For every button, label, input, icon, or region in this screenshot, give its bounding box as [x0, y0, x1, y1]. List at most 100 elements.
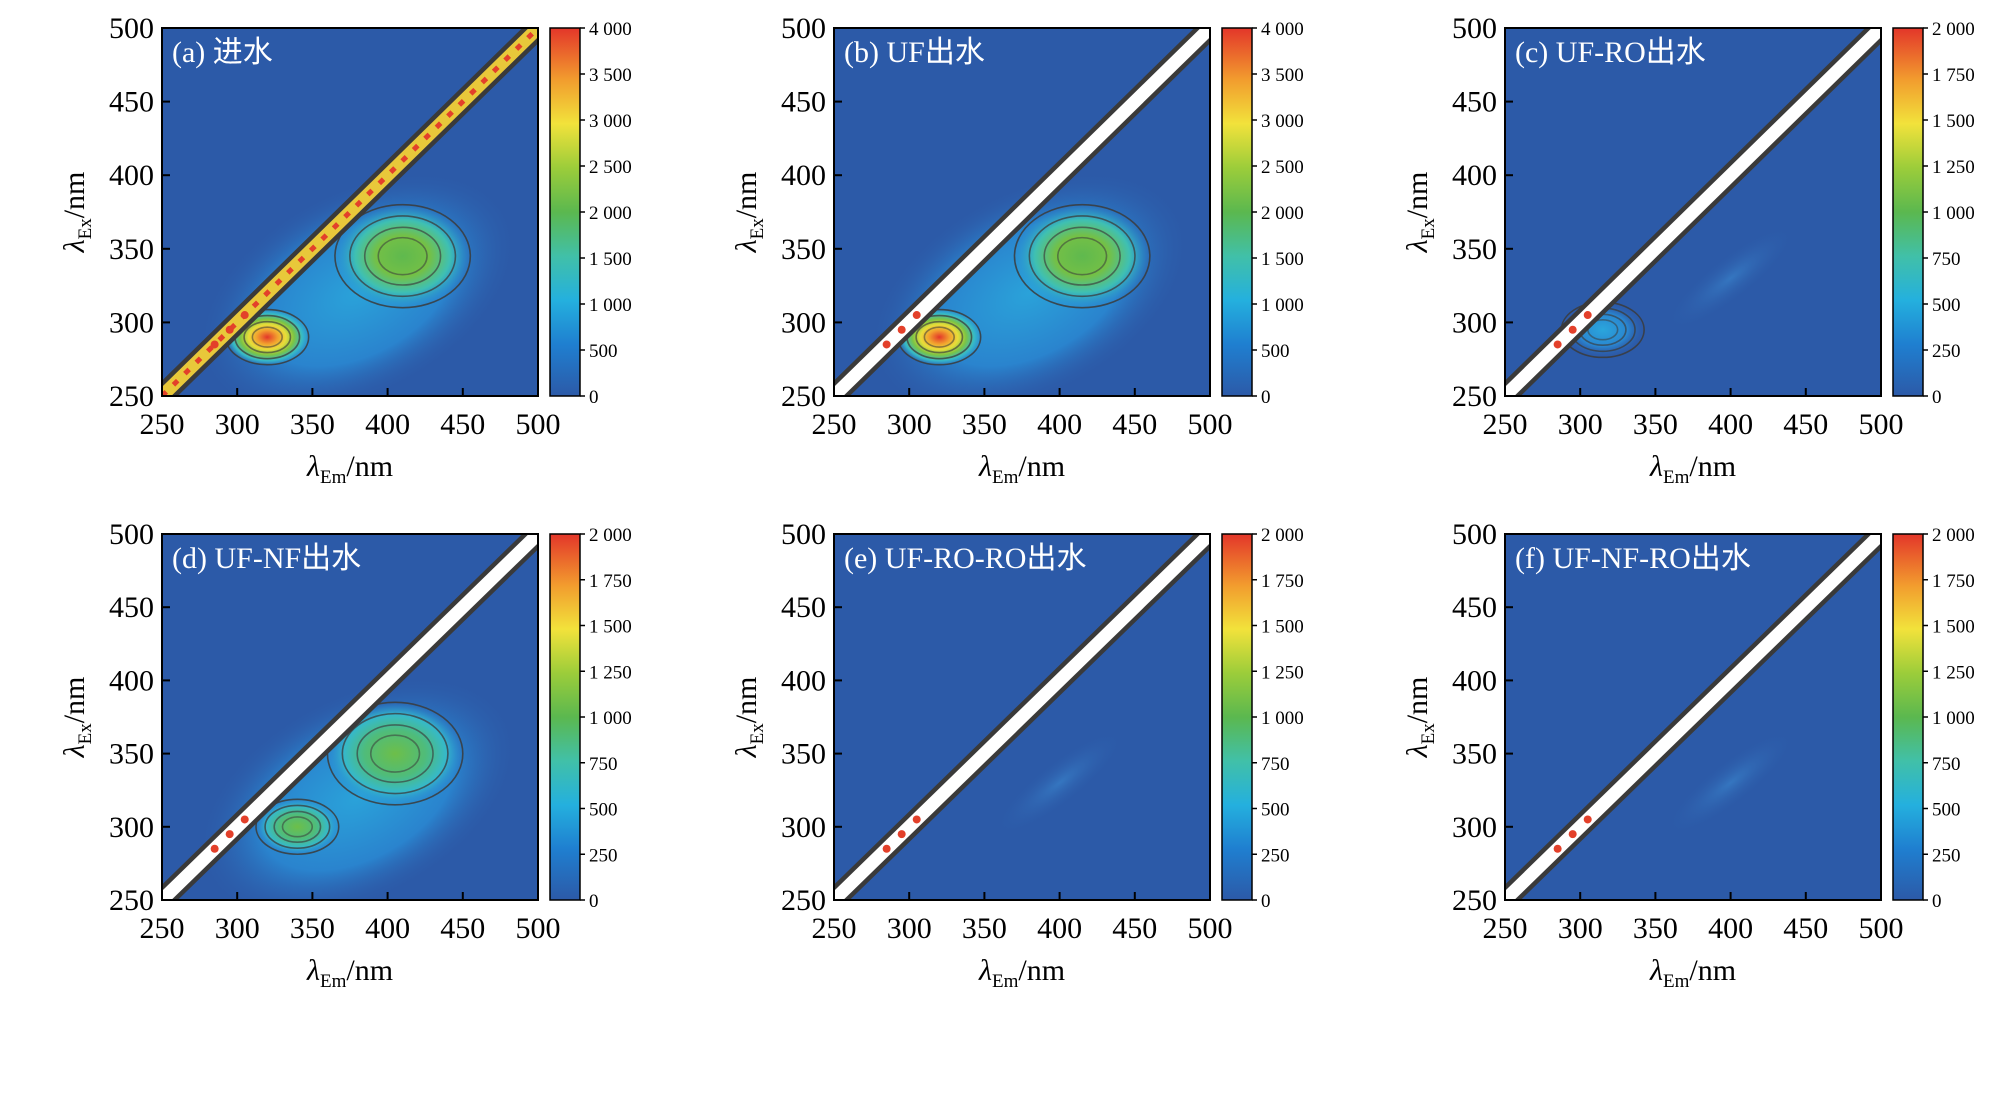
x-tick-label: 500	[1859, 912, 1904, 945]
colorbar-tick-label: 2 000	[1261, 203, 1304, 224]
y-tick-label: 500	[781, 12, 826, 45]
contour-line	[1013, 203, 1151, 309]
panel-title: (c) UF-RO出水	[1515, 36, 1706, 69]
y-tick-label: 450	[1452, 591, 1497, 624]
scatter-hotspot	[897, 325, 906, 334]
x-tick-label: 500	[1859, 408, 1904, 441]
colorbar-tick-label: 1 500	[589, 617, 632, 638]
peak-region	[334, 204, 471, 308]
colorbar	[1221, 27, 1253, 397]
y-tick-label: 300	[1452, 811, 1497, 844]
contour-line	[377, 236, 428, 276]
scatter-hotspot	[1553, 340, 1562, 349]
scatter-hotspot	[882, 844, 891, 853]
panel-title: (a) 进水	[172, 36, 273, 69]
x-tick-label: 500	[516, 912, 561, 945]
x-tick-label: 250	[140, 408, 185, 441]
scatter-hotspot	[912, 815, 921, 824]
y-tick-label: 400	[109, 159, 154, 192]
scatter-hotspot	[210, 844, 219, 853]
x-tick-label: 450	[1783, 408, 1828, 441]
colorbar-tick-label: 750	[1261, 754, 1290, 775]
plot-area	[1505, 28, 1881, 396]
y-tick-label: 350	[109, 233, 154, 266]
colorbar-tick-label: 500	[1932, 800, 1961, 821]
scatter-hotspot	[225, 830, 234, 839]
colorbar-tick-label: 3 000	[1261, 111, 1304, 132]
plot-frame	[833, 27, 1211, 397]
y-tick-label: 300	[1452, 306, 1497, 339]
y-tick-label: 500	[781, 518, 826, 551]
colorbar-tick-label: 250	[1261, 845, 1290, 866]
plot-frame	[161, 533, 539, 901]
eem-panel-4: 250 300 350 400 450 500 250 300 350 400 450 500 λEm/…	[730, 518, 1304, 992]
colorbar-tick-label: 1 000	[1261, 708, 1304, 729]
panel-title: (e) UF-RO-RO出水	[844, 542, 1086, 575]
x-tick-label: 450	[440, 408, 485, 441]
colorbar-tick-label: 500	[589, 800, 618, 821]
x-tick-label: 500	[1188, 408, 1233, 441]
colorbar-tick-label: 1 250	[1932, 662, 1975, 683]
contour-line	[915, 320, 964, 354]
colorbar-tick-label: 0	[1932, 891, 1942, 912]
y-tick-label: 250	[1452, 884, 1497, 917]
y-tick-label: 350	[781, 738, 826, 771]
colorbar-tick-label: 250	[1932, 341, 1961, 362]
scatter-hotspot	[912, 311, 921, 320]
y-axis-label: λEx/nm	[58, 172, 96, 254]
colorbar-tick-label: 3 500	[1261, 65, 1304, 86]
x-tick-label: 450	[1112, 912, 1157, 945]
y-tick-label: 250	[1452, 380, 1497, 413]
contour-line	[255, 798, 340, 856]
colorbar-tick-label: 1 750	[1932, 65, 1975, 86]
colorbar-tick-label: 0	[1932, 387, 1942, 408]
x-tick-label: 300	[887, 408, 932, 441]
colorbar-tick-label: 2 000	[589, 525, 632, 546]
x-tick-label: 400	[1037, 912, 1082, 945]
x-tick-label: 400	[1708, 912, 1753, 945]
colorbar-tick-label: 2 000	[1932, 19, 1975, 40]
x-axis-label: λEm/nm	[306, 954, 393, 992]
x-tick-label: 350	[290, 408, 335, 441]
y-tick-label: 450	[781, 591, 826, 624]
scatter-hotspot	[240, 311, 249, 320]
colorbar-tick-label: 250	[589, 845, 618, 866]
plot-frame	[161, 27, 539, 397]
colorbar-tick-label: 0	[589, 387, 599, 408]
scatter-hotspot	[1553, 844, 1562, 853]
faint-residual	[1664, 729, 1798, 837]
y-tick-label: 400	[109, 664, 154, 697]
colorbar	[549, 533, 581, 901]
colorbar-tick-label: 1 000	[1261, 295, 1304, 316]
x-tick-label: 400	[365, 408, 410, 441]
x-tick-label: 250	[812, 912, 857, 945]
plot-area	[162, 28, 538, 396]
colorbar-tick-label: 0	[589, 891, 599, 912]
contour-line	[1056, 236, 1108, 276]
colorbar-tick-label: 3 000	[589, 111, 632, 132]
y-tick-label: 500	[109, 518, 154, 551]
colorbar-tick-label: 1 500	[589, 249, 632, 270]
colorbar-tick-label: 2 000	[1261, 525, 1304, 546]
colorbar-tick-label: 2 000	[589, 203, 632, 224]
x-tick-label: 350	[1633, 408, 1678, 441]
colorbar-tick-label: 750	[589, 754, 618, 775]
colorbar-tick-label: 1 500	[1261, 617, 1304, 638]
faint-residual	[993, 729, 1127, 837]
scatter-hotspot	[1583, 311, 1592, 320]
x-tick-label: 400	[365, 912, 410, 945]
y-tick-label: 450	[781, 86, 826, 119]
contour-line	[349, 215, 457, 298]
y-axis-label: λEx/nm	[730, 172, 768, 254]
colorbar-tick-label: 1 000	[1932, 708, 1975, 729]
y-tick-label: 500	[1452, 518, 1497, 551]
y-tick-label: 500	[109, 12, 154, 45]
y-tick-label: 250	[109, 884, 154, 917]
colorbar-tick-label: 0	[1261, 891, 1271, 912]
y-axis-label: λEx/nm	[1401, 677, 1439, 759]
x-tick-label: 250	[1483, 408, 1528, 441]
colorbar-tick-label: 1 000	[1932, 203, 1975, 224]
x-tick-label: 250	[1483, 912, 1528, 945]
contour-line	[1028, 215, 1136, 298]
